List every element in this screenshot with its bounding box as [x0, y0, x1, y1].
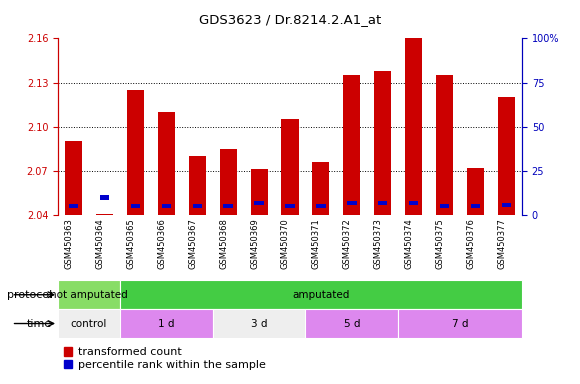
- Bar: [188, 156, 206, 215]
- Bar: [130, 204, 140, 209]
- Text: GSM450364: GSM450364: [95, 218, 104, 269]
- Text: GSM450365: GSM450365: [126, 218, 135, 269]
- Bar: [65, 141, 82, 215]
- Bar: [467, 168, 484, 215]
- Bar: [398, 309, 522, 338]
- Text: time: time: [27, 318, 52, 329]
- Bar: [405, 38, 422, 215]
- Text: GSM450374: GSM450374: [405, 218, 414, 269]
- Bar: [343, 75, 360, 215]
- Bar: [223, 204, 233, 209]
- Bar: [120, 280, 522, 309]
- Bar: [255, 201, 264, 205]
- Bar: [96, 214, 113, 215]
- Text: GSM450377: GSM450377: [498, 218, 506, 269]
- Text: GSM450371: GSM450371: [312, 218, 321, 269]
- Bar: [306, 309, 398, 338]
- Text: GDS3623 / Dr.8214.2.A1_at: GDS3623 / Dr.8214.2.A1_at: [199, 13, 381, 26]
- Text: protocol: protocol: [7, 290, 52, 300]
- Text: GSM450369: GSM450369: [250, 218, 259, 269]
- Text: 7 d: 7 d: [452, 318, 469, 329]
- Bar: [158, 112, 175, 215]
- Text: amputated: amputated: [292, 290, 350, 300]
- Bar: [281, 119, 299, 215]
- Bar: [316, 204, 325, 209]
- Text: GSM450363: GSM450363: [64, 218, 74, 269]
- Bar: [440, 204, 450, 209]
- Text: GSM450366: GSM450366: [157, 218, 166, 269]
- Bar: [436, 75, 453, 215]
- Bar: [409, 201, 418, 205]
- Text: GSM450372: GSM450372: [343, 218, 352, 269]
- Bar: [162, 204, 171, 209]
- Text: GSM450367: GSM450367: [188, 218, 197, 269]
- Bar: [100, 195, 109, 200]
- Bar: [498, 97, 515, 215]
- Bar: [285, 204, 295, 209]
- Bar: [313, 162, 329, 215]
- Text: not amputated: not amputated: [50, 290, 128, 300]
- Bar: [69, 204, 78, 209]
- Text: GSM450370: GSM450370: [281, 218, 290, 269]
- Bar: [347, 201, 357, 205]
- Bar: [213, 309, 306, 338]
- Bar: [471, 204, 480, 209]
- Bar: [374, 71, 392, 215]
- Text: control: control: [71, 318, 107, 329]
- Text: GSM450375: GSM450375: [436, 218, 445, 269]
- Bar: [127, 90, 144, 215]
- Text: 3 d: 3 d: [251, 318, 267, 329]
- Text: GSM450368: GSM450368: [219, 218, 228, 269]
- Text: GSM450373: GSM450373: [374, 218, 383, 269]
- Bar: [120, 309, 213, 338]
- Bar: [220, 149, 237, 215]
- Legend: transformed count, percentile rank within the sample: transformed count, percentile rank withi…: [64, 347, 266, 370]
- Text: 5 d: 5 d: [343, 318, 360, 329]
- Bar: [58, 280, 120, 309]
- Bar: [58, 309, 120, 338]
- Bar: [378, 201, 387, 205]
- Bar: [193, 204, 202, 209]
- Bar: [502, 202, 511, 207]
- Bar: [251, 169, 267, 215]
- Text: 1 d: 1 d: [158, 318, 175, 329]
- Text: GSM450376: GSM450376: [466, 218, 476, 269]
